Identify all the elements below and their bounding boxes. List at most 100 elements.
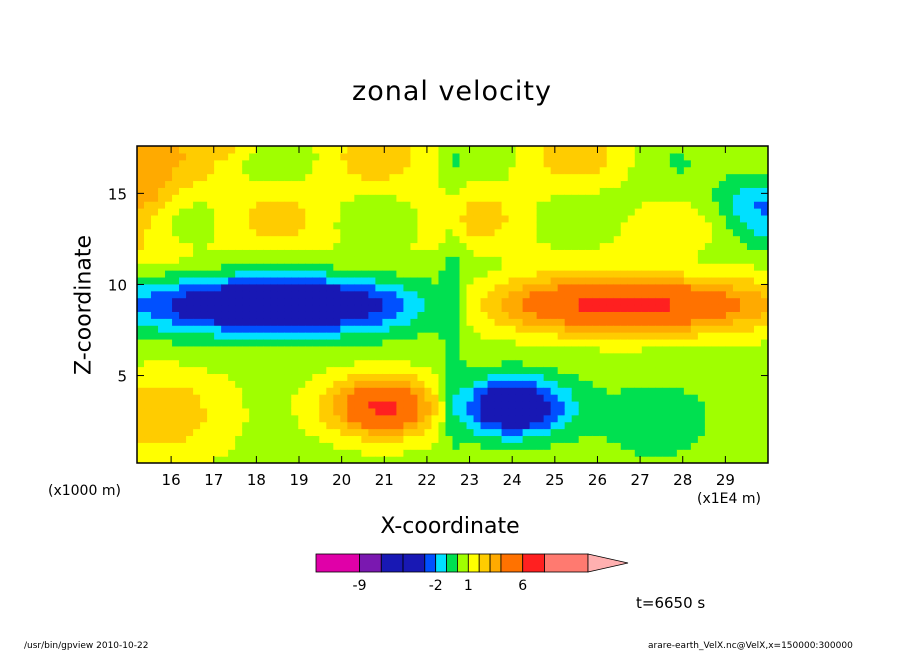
field-cell [263,380,271,388]
field-cell [445,421,454,430]
field-cell [536,263,545,271]
field-cell [452,387,461,395]
field-cell [536,325,545,333]
field-cell [641,318,650,326]
field-cell [746,270,755,278]
field-cell [200,270,208,278]
field-cell [648,359,657,368]
field-cell [291,187,299,195]
field-cell [634,400,643,409]
field-cell [641,276,650,285]
field-cell [242,332,250,340]
field-cell [676,166,685,175]
field-cell [550,373,559,381]
field-cell [606,256,615,264]
field-cell [704,380,713,388]
field-cell [438,366,447,375]
field-cell [732,407,741,416]
field-cell [284,325,292,333]
field-cell [522,263,531,271]
field-cell [403,187,412,195]
field-cell [690,263,699,271]
field-cell [641,173,650,182]
field-cell [319,456,327,463]
field-cell [606,318,615,326]
field-cell [312,283,320,292]
field-cell [438,304,447,312]
field-cell [347,359,355,368]
field-cell [592,332,601,340]
field-cell [494,338,503,347]
field-cell [389,180,398,188]
field-cell [578,256,587,264]
field-cell [550,180,559,188]
field-cell [753,159,762,168]
field-cell [690,373,699,381]
field-cell [277,332,285,340]
field-cell [487,435,496,443]
field-cell [466,152,475,161]
field-cell [361,173,369,182]
field-cell [760,407,768,416]
field-cell [676,421,685,430]
field-cell [606,373,615,381]
field-cell [753,228,762,237]
field-cell [683,325,692,333]
field-cell [571,249,580,257]
field-cell [165,332,173,340]
field-cell [193,152,201,161]
field-cell [193,400,201,409]
field-cell [466,304,475,312]
field-cell [753,270,762,278]
field-cell [662,221,671,230]
field-cell [592,366,601,375]
field-cell [158,359,166,368]
field-cell [732,449,741,457]
field-cell [144,290,152,299]
field-cell [676,400,685,409]
field-cell [655,421,664,430]
field-cell [340,311,348,319]
field-cell [655,311,664,319]
field-cell [256,263,264,271]
field-cell [382,366,390,375]
field-cell [641,414,650,423]
field-cell [417,414,426,423]
field-cell [627,449,636,457]
field-cell [627,332,636,340]
field-cell [606,201,615,209]
field-cell [256,201,264,209]
field-cell [620,146,629,154]
field-cell [424,428,433,437]
field-cell [424,338,433,347]
field-cell [704,359,713,368]
field-cell [578,283,587,292]
field-cell [438,235,447,244]
field-cell [284,270,292,278]
field-cell [760,394,768,402]
field-cell [550,435,559,443]
y-tick-label: 5 [117,368,127,386]
field-cell [739,276,748,285]
field-cell [263,283,271,292]
field-cell [585,387,594,395]
field-cell [732,400,741,409]
field-cell [305,173,313,182]
field-cell [354,442,362,450]
field-cell [172,201,180,209]
field-cell [522,338,531,347]
field-cell [550,407,559,416]
field-cell [312,152,320,161]
field-cell [578,332,587,340]
field-cell [760,187,768,195]
field-cell [487,387,496,395]
field-cell [326,318,334,326]
field-cell [620,249,629,257]
field-cell [480,332,489,340]
field-cell [417,194,426,202]
field-cell [606,400,615,409]
field-cell [704,228,713,237]
field-cell [228,325,236,333]
field-cell [592,256,601,264]
field-cell [312,414,320,423]
